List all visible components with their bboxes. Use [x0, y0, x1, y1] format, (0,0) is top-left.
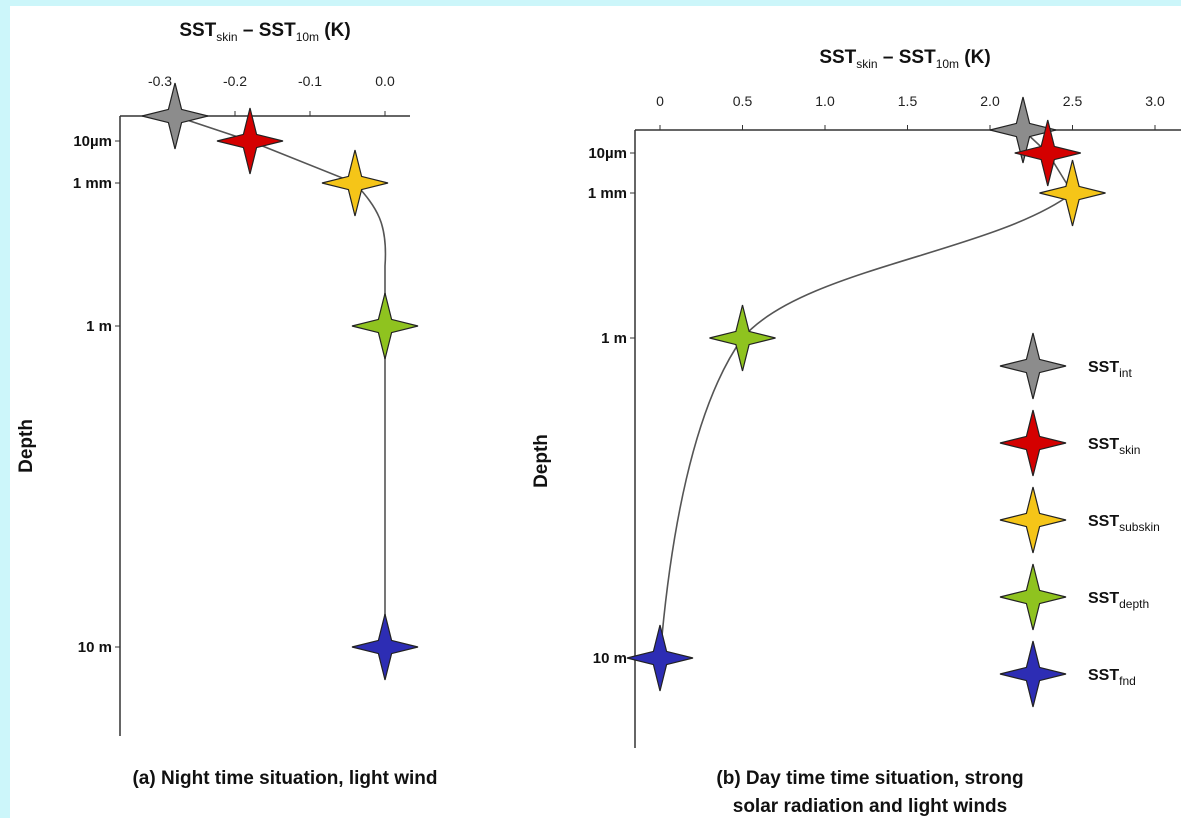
sst-profile-figure: -0.3 -0.2 -0.1 0.0 10µm 1 mm 1 m 10 m Depth (a) N… [16, 20, 1181, 817]
data-point-sst-depth [351, 292, 419, 360]
x-tick-label: -0.1 [298, 73, 322, 89]
panel-caption: (b) Day time time situation, strong [716, 768, 1023, 789]
data-point-sst-depth [709, 304, 776, 372]
data-point-sst-int [989, 96, 1057, 164]
legend [999, 332, 1067, 708]
x-tick-label: 1.0 [815, 93, 835, 109]
data-point-sst-skin [1014, 119, 1081, 187]
depth-tick-label: 10µm [73, 133, 112, 150]
data-point-sst-int [141, 82, 209, 150]
x-tick-label: -0.3 [148, 73, 172, 89]
depth-tick-label: 10 m [78, 639, 112, 656]
panel-a: -0.3 -0.2 -0.1 0.0 10µm 1 mm 1 m 10 m Depth (a) N… [16, 73, 438, 789]
figure-frame: -0.3 -0.2 -0.1 0.0 10µm 1 mm 1 m 10 m Depth (a) N… [10, 6, 1181, 818]
legend-label-fnd: SSTfnd [1088, 667, 1136, 688]
data-point-sst-skin [216, 107, 284, 175]
panel-caption: (a) Night time situation, light wind [132, 768, 437, 789]
legend-marker-fnd [999, 640, 1067, 708]
x-tick-label: 0 [656, 93, 664, 109]
x-axis-title: SSTskin – SST10m (K) [179, 20, 350, 44]
x-tick-label: -0.2 [223, 73, 247, 89]
depth-tick-label: 1 mm [73, 175, 112, 192]
data-point-sst-fnd [351, 613, 419, 681]
panel-b: 0 0.5 1.0 1.5 2.0 2.5 3.0 10µm 1 mm 1 m 10 m Depth (… [531, 93, 1181, 817]
legend-marker-depth [999, 563, 1067, 631]
x-tick-label: 1.5 [898, 93, 918, 109]
depth-tick-label: 10 m [593, 650, 627, 667]
panel-caption: solar radiation and light winds [733, 796, 1007, 817]
x-tick-label: 0.0 [375, 73, 395, 89]
legend-label-subskin: SSTsubskin [1088, 513, 1160, 534]
depth-tick-label: 10µm [588, 145, 627, 162]
legend-marker-skin [999, 409, 1067, 477]
depth-tick-label: 1 mm [588, 185, 627, 202]
data-point-sst-subskin [1039, 159, 1106, 227]
data-point-sst-fnd [626, 624, 694, 692]
x-tick-label: 2.5 [1063, 93, 1083, 109]
legend-marker-int [999, 332, 1067, 400]
depth-tick-label: 1 m [601, 330, 627, 347]
legend-label-int: SSTint [1088, 359, 1132, 380]
legend-label-skin: SSTskin [1088, 436, 1140, 457]
profile-curve [659, 129, 1074, 659]
data-point-sst-subskin [321, 149, 389, 217]
legend-marker-subskin [999, 486, 1067, 554]
depth-tick-label: 1 m [86, 318, 112, 335]
y-axis-title: Depth [16, 419, 37, 473]
x-tick-label: 3.0 [1145, 93, 1165, 109]
y-axis-title: Depth [531, 434, 552, 488]
x-axis-title: SSTskin – SST10m (K) [819, 47, 990, 71]
x-tick-label: 2.0 [980, 93, 1000, 109]
legend-label-depth: SSTdepth [1088, 590, 1149, 611]
x-tick-label: 0.5 [733, 93, 753, 109]
